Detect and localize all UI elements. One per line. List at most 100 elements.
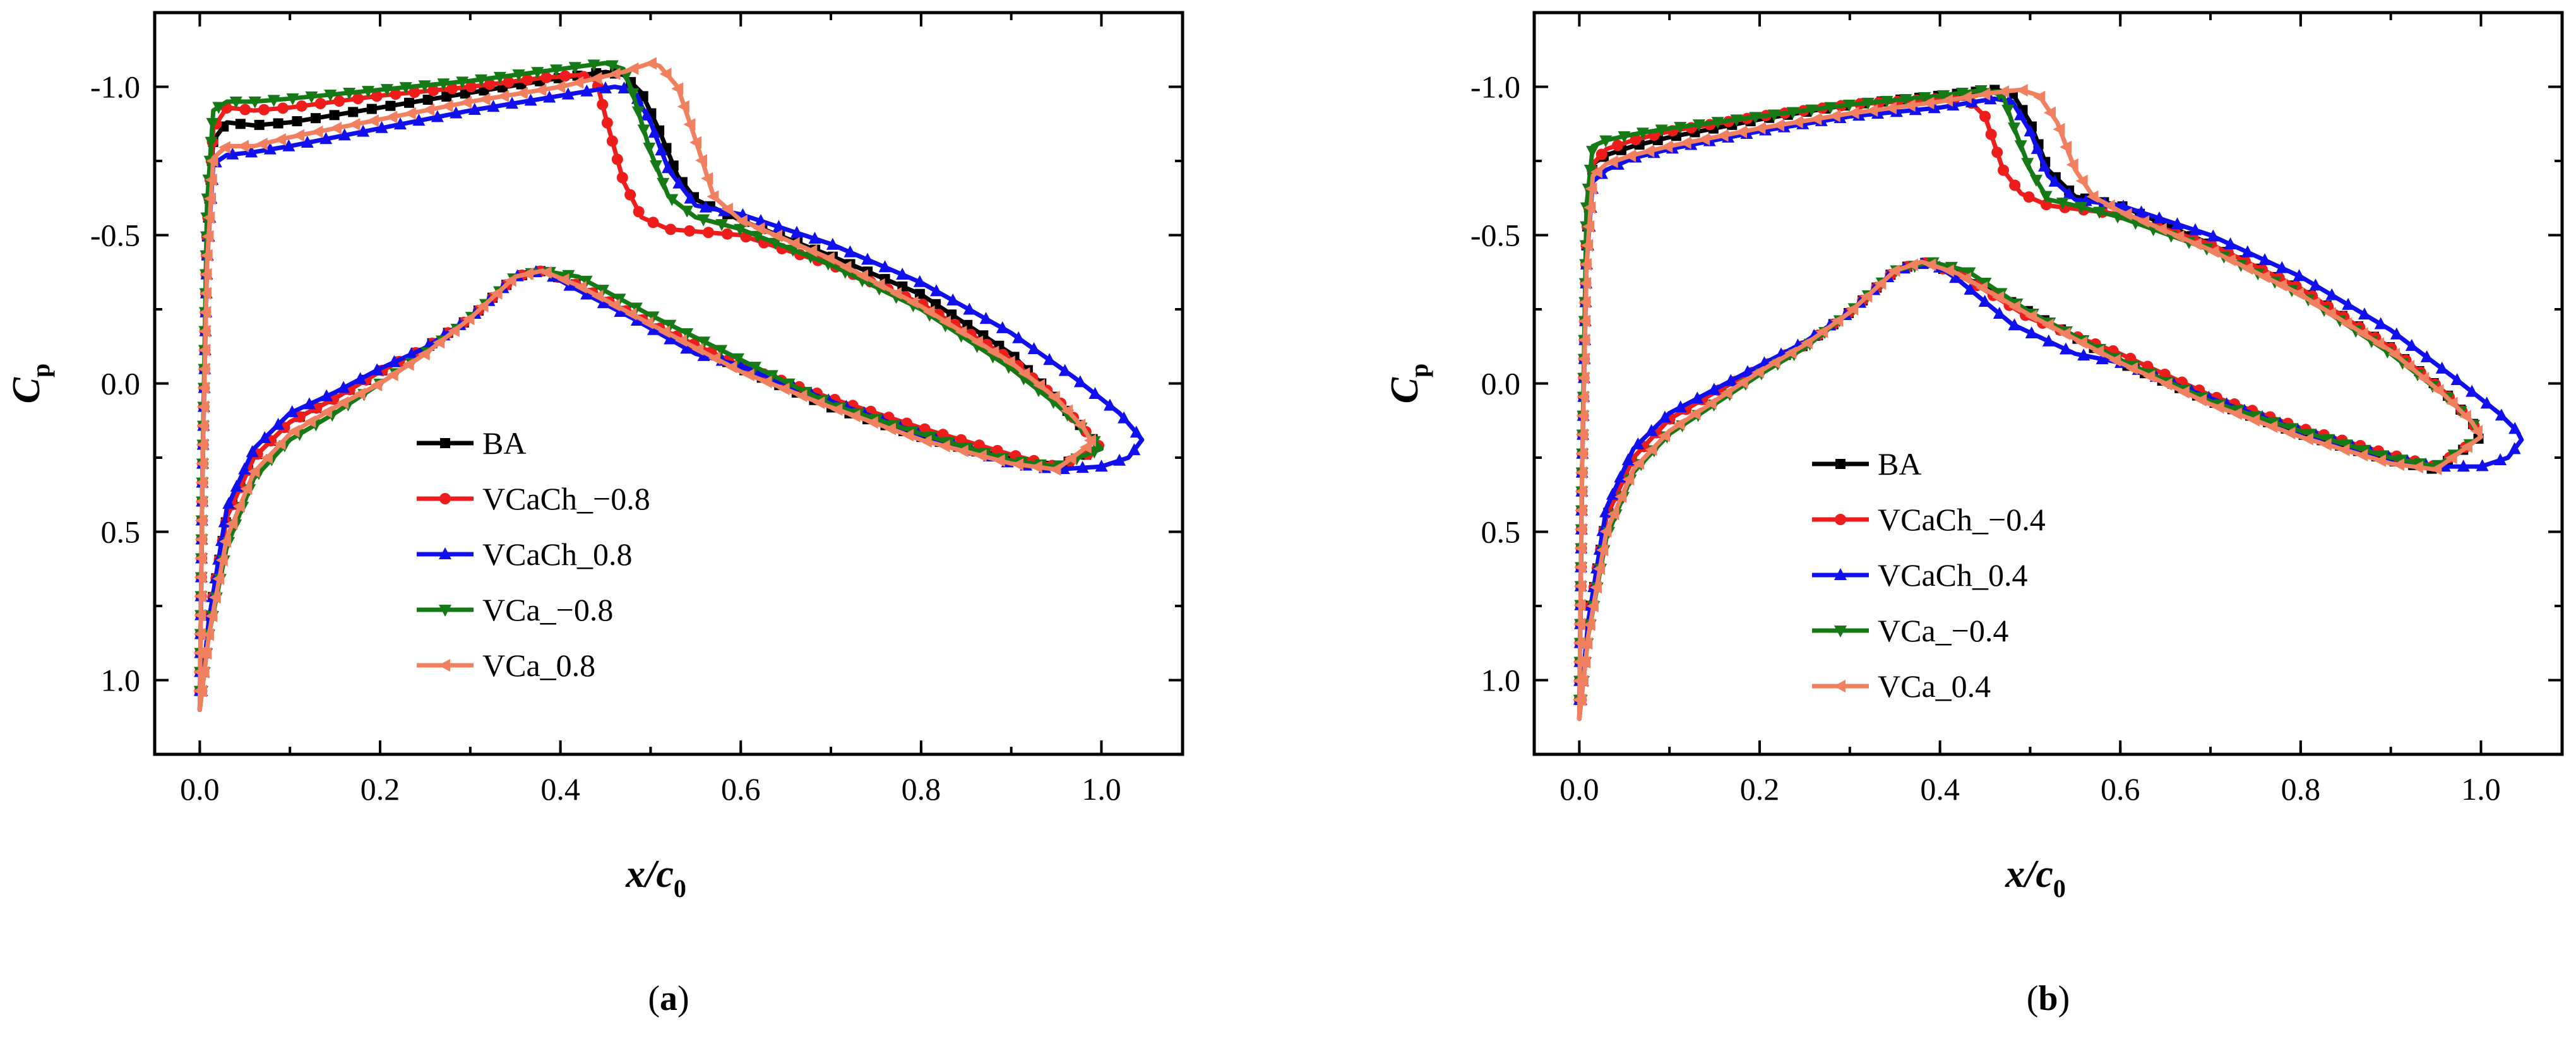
- data-point-marker: [2229, 407, 2242, 420]
- data-point-marker: [2102, 199, 2115, 212]
- data-point-marker: [338, 128, 351, 141]
- data-point-marker: [822, 252, 835, 265]
- data-point-marker: [1630, 134, 1642, 146]
- data-point-marker: [1679, 136, 1691, 150]
- data-point-marker: [2172, 230, 2185, 243]
- data-point-marker: [575, 280, 587, 294]
- data-point-marker: [644, 57, 657, 70]
- data-point-marker: [1622, 473, 1635, 486]
- data-point-marker: [2430, 462, 2442, 475]
- data-point-marker: [1612, 140, 1624, 151]
- data-point-marker: [765, 370, 778, 383]
- data-point-marker: [1073, 418, 1086, 431]
- data-point-marker: [2224, 237, 2237, 250]
- data-point-marker: [674, 334, 687, 347]
- data-point-marker: [2431, 384, 2444, 397]
- data-point-marker: [196, 419, 209, 432]
- data-point-marker: [2153, 211, 2166, 223]
- data-point-marker: [333, 95, 345, 107]
- data-point-marker: [2388, 348, 2400, 361]
- data-point-marker: [606, 135, 618, 147]
- data-point-marker: [352, 93, 364, 105]
- data-point-marker: [1621, 453, 1635, 466]
- data-point-marker: [2015, 84, 2028, 97]
- data-point-marker: [2291, 287, 2304, 300]
- data-point-marker: [2189, 237, 2202, 251]
- data-point-marker: [1575, 447, 1588, 460]
- data-point-marker: [2212, 401, 2224, 414]
- data-point-marker: [2274, 278, 2287, 292]
- data-point-marker: [450, 106, 463, 119]
- data-point-marker: [1642, 145, 1655, 158]
- data-point-marker: [198, 362, 210, 376]
- data-point-marker: [1888, 264, 1900, 277]
- data-point-marker: [987, 345, 999, 359]
- data-point-marker: [2033, 90, 2046, 104]
- data-point-marker: [476, 299, 489, 312]
- data-point-marker: [919, 435, 932, 448]
- data-point-marker: [751, 365, 765, 378]
- data-point-marker: [591, 290, 604, 303]
- y-axis-title-sub: p: [27, 364, 55, 377]
- data-point-marker: [2241, 262, 2253, 275]
- data-point-marker: [1905, 258, 1918, 271]
- legend-item: VCaCh_−0.8: [417, 481, 650, 516]
- data-point-marker: [1947, 98, 1960, 111]
- data-point-marker: [580, 84, 593, 97]
- data-point-marker: [665, 223, 677, 235]
- legend-item: VCaCh_0.4: [1812, 557, 2028, 593]
- data-point-marker: [2283, 427, 2296, 440]
- data-point-marker: [2092, 345, 2104, 358]
- data-point-marker: [390, 88, 402, 100]
- data-point-marker: [248, 96, 261, 109]
- plot-area: [1572, 84, 2524, 721]
- data-point-marker: [422, 103, 435, 116]
- data-point-marker: [1047, 391, 1060, 404]
- panel-label-open: (: [2027, 979, 2039, 1018]
- data-point-marker: [946, 293, 960, 306]
- data-point-marker: [1959, 272, 1972, 285]
- data-point-marker: [2435, 361, 2448, 374]
- data-point-marker: [539, 266, 552, 279]
- data-point-marker: [2014, 140, 2027, 153]
- data-point-marker: [205, 136, 218, 149]
- data-point-marker: [2411, 461, 2423, 474]
- data-point-marker: [996, 321, 1009, 333]
- data-point-marker: [707, 190, 719, 203]
- data-point-marker: [1573, 636, 1585, 650]
- data-point-marker: [1985, 128, 1997, 140]
- data-point-marker: [760, 376, 772, 389]
- data-point-marker: [196, 438, 208, 451]
- data-point-marker: [1751, 365, 1764, 379]
- data-point-marker: [2077, 348, 2090, 361]
- y-axis-title-main: C: [5, 377, 48, 403]
- y-tick-label: 0.5: [1481, 514, 1521, 550]
- legend-swatch-marker: [439, 605, 451, 617]
- data-point-marker: [2008, 122, 2021, 135]
- data-point-marker: [637, 124, 650, 137]
- data-point-marker: [200, 268, 212, 281]
- data-point-marker: [614, 305, 627, 318]
- data-point-marker: [540, 71, 552, 83]
- data-point-marker: [640, 108, 653, 121]
- data-point-marker: [2445, 451, 2457, 465]
- x-tick-label: 0.4: [540, 771, 580, 807]
- data-point-marker: [643, 142, 656, 155]
- data-point-marker: [1580, 637, 1593, 650]
- data-point-marker: [446, 83, 458, 95]
- panel-label-open: (: [648, 979, 660, 1018]
- data-point-marker: [1599, 525, 1612, 538]
- legend-label: BA: [482, 425, 526, 461]
- data-point-marker: [195, 457, 208, 470]
- y-tick-label: -1.0: [90, 69, 140, 105]
- data-point-marker: [475, 74, 488, 86]
- x-tick-label: 1.0: [2461, 771, 2501, 807]
- data-point-marker: [1861, 97, 1875, 110]
- legend-swatch-marker: [1835, 459, 1846, 469]
- data-point-marker: [1573, 617, 1586, 631]
- data-point-marker: [1768, 356, 1780, 369]
- data-point-marker: [403, 107, 416, 120]
- data-point-marker: [512, 69, 525, 82]
- data-point-marker: [553, 80, 566, 93]
- data-point-marker: [1711, 117, 1724, 129]
